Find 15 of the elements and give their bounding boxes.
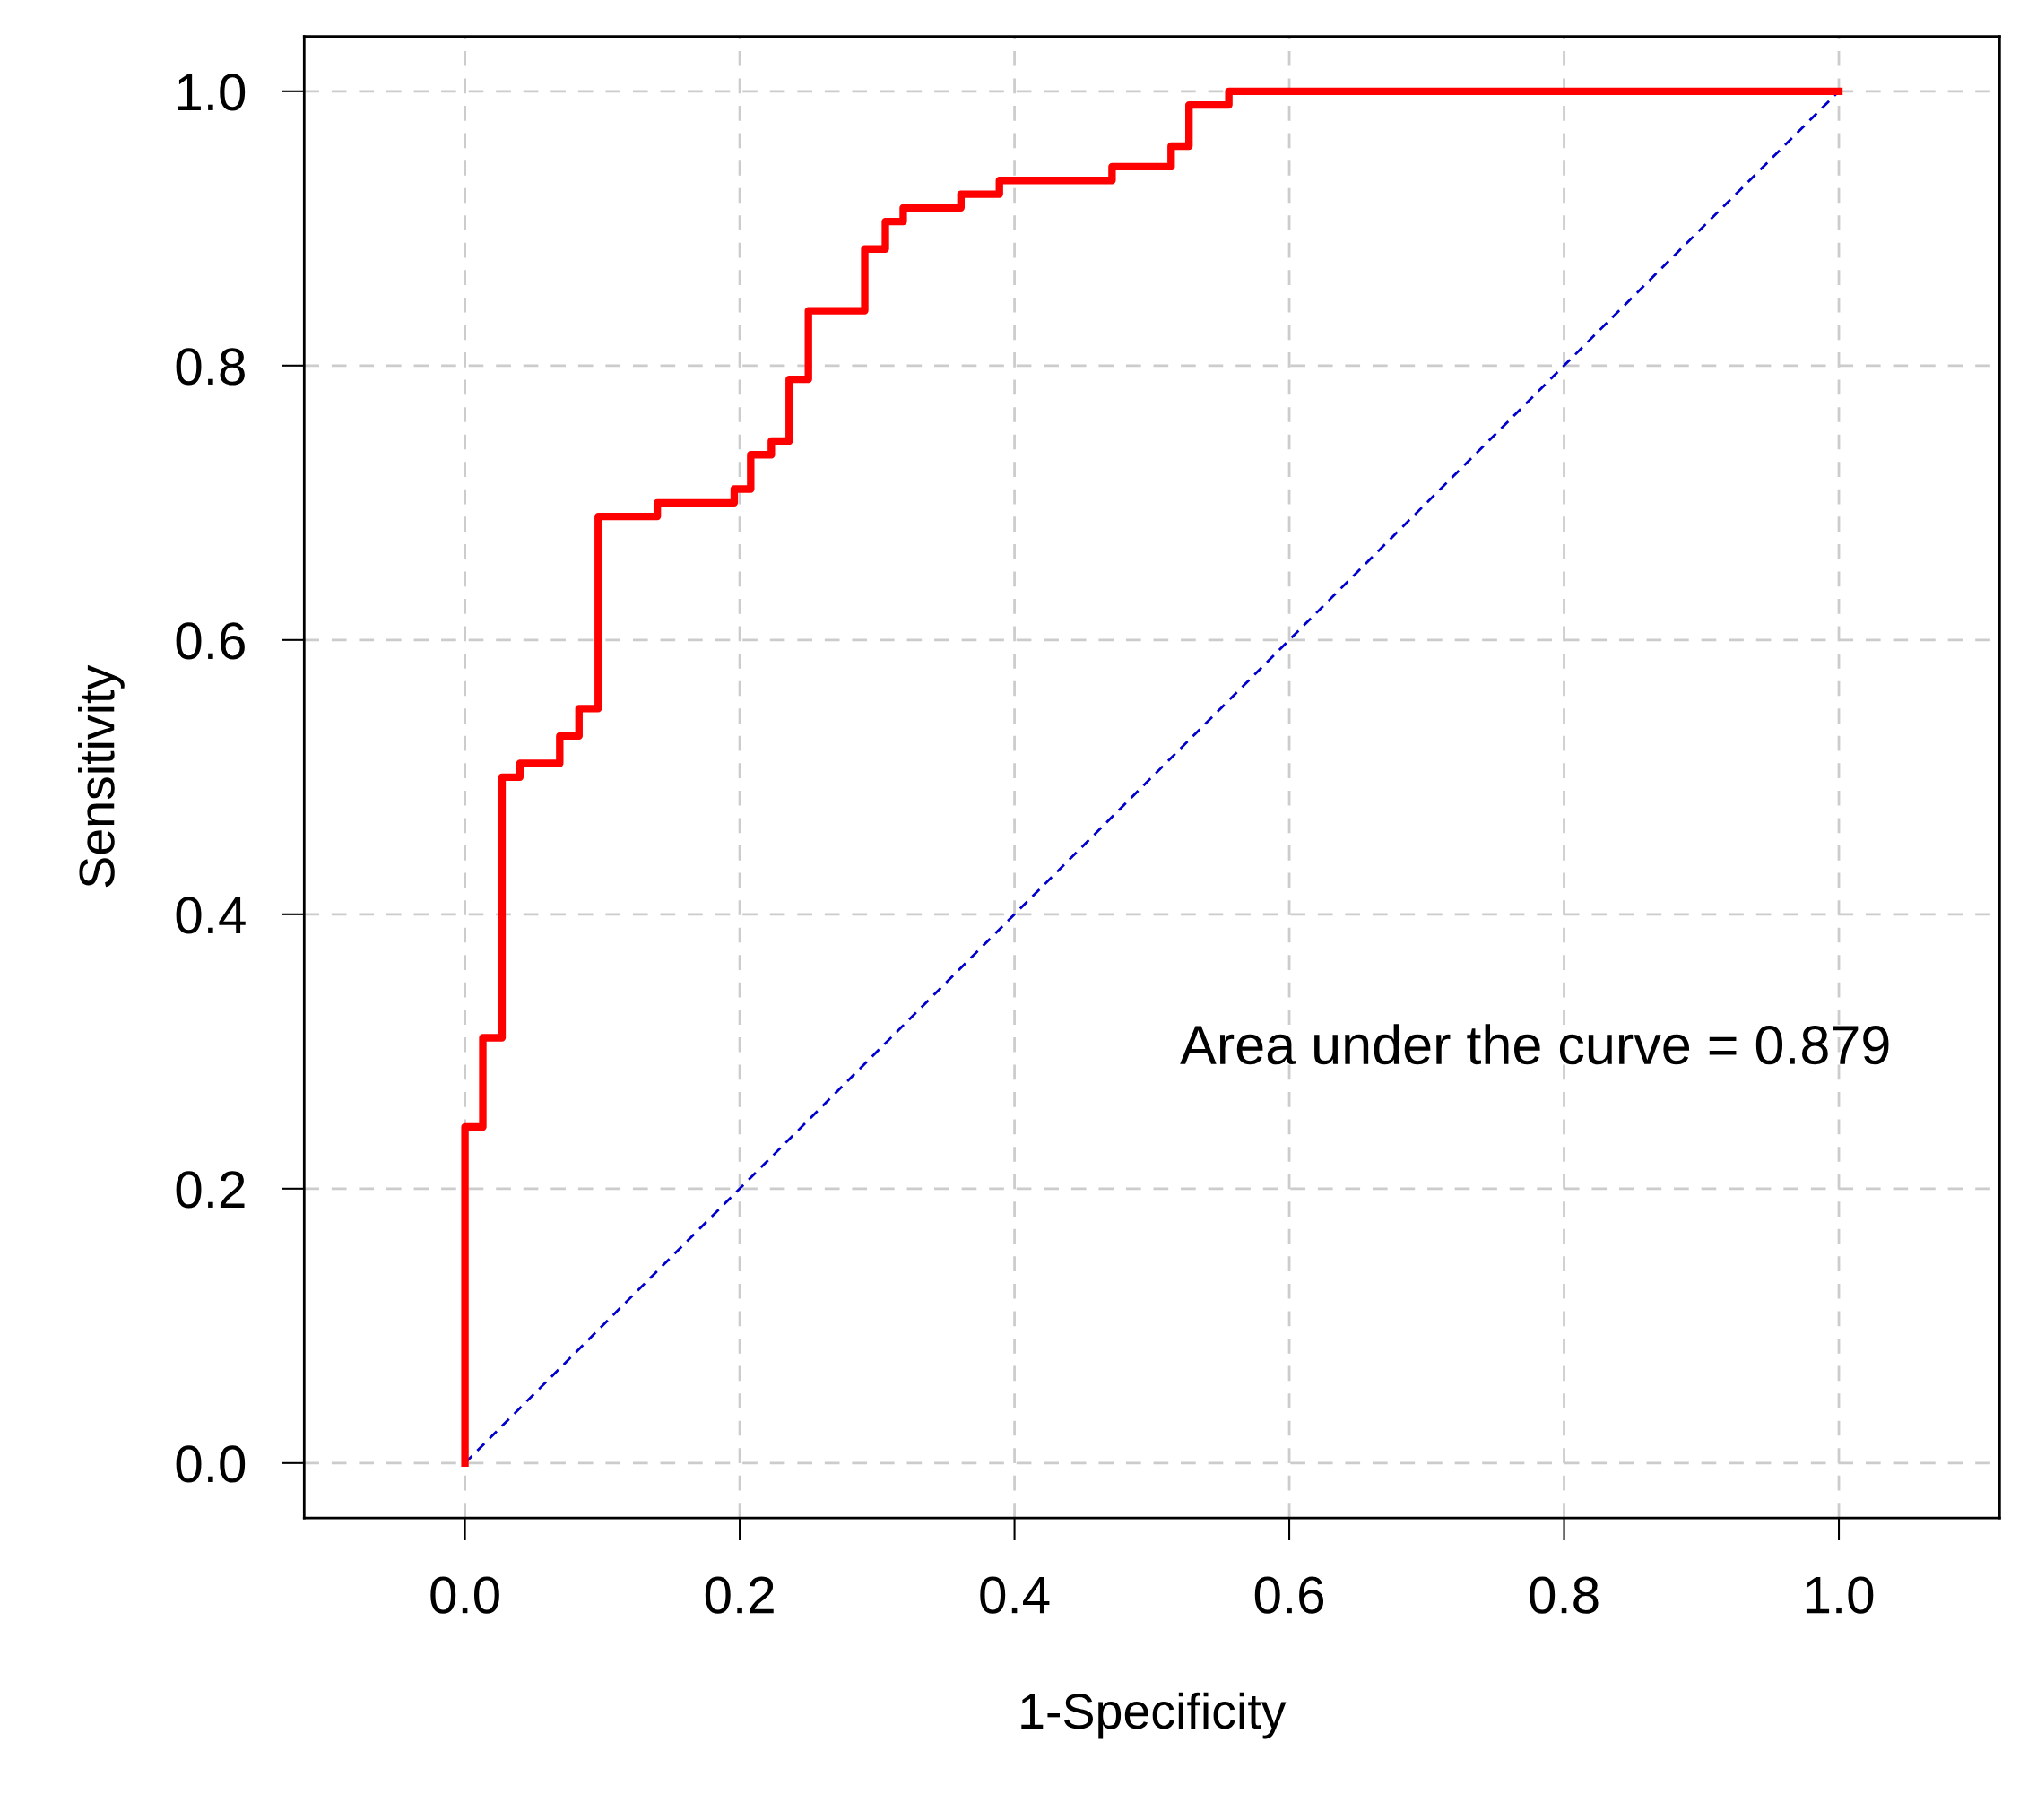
y-axis-title: Sensitivity	[77, 664, 125, 888]
x-tick-label: 0.8	[1530, 1576, 1599, 1614]
x-tick-label: 0.4	[980, 1576, 1050, 1614]
x-tick-label: 0.0	[430, 1576, 499, 1614]
x-tick-label: 0.6	[1254, 1576, 1324, 1614]
y-tick-label: 0.8	[176, 348, 245, 386]
y-tick-label: 0.4	[176, 897, 246, 934]
y-tick-label: 0.0	[176, 1445, 246, 1483]
annotation: Area under the curve = 0.879	[1180, 1024, 1889, 1065]
x-axis-title: 1-Specificity	[1021, 1692, 1287, 1739]
y-tick-label: 1.0	[178, 74, 246, 111]
y-tick-label: 0.2	[176, 1171, 245, 1209]
x-tick-label: 1.0	[1806, 1576, 1874, 1614]
y-tick-label: 0.6	[176, 622, 245, 660]
x-tick-label: 0.2	[705, 1576, 774, 1614]
